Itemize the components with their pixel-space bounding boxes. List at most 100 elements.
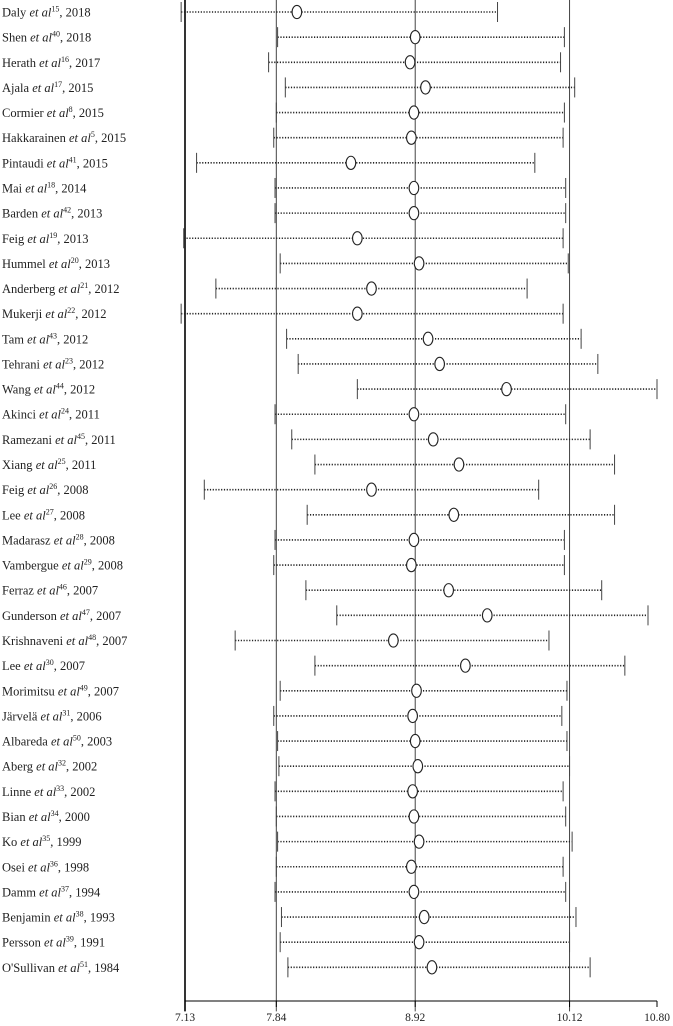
study-row: Vambergue et al29, 2008 [2,555,565,576]
study-row: Tam et al43, 2012 [2,328,582,349]
mean-marker [413,834,425,849]
study-label: Madarasz et al28, 2008 [2,532,115,547]
mean-marker [387,633,399,648]
x-axis: 7.13 7.84 8.92 10.12 10.80 [175,1000,670,1024]
study-row: Benjamin et al38, 1993 [2,907,577,928]
mean-marker [412,759,424,774]
study-label: Cormier et al8, 2015 [2,105,104,120]
study-row: Lee et al27, 2008 [2,504,616,525]
mean-marker [443,583,455,598]
mean-marker [345,155,357,170]
study-label: Järvelä et al31, 2006 [2,708,102,723]
mean-marker [409,733,421,749]
study-label: Daly et al15, 2018 [2,5,91,20]
study-label: Vambergue et al29, 2008 [2,558,123,573]
study-row: Shen et al40, 2018 [2,27,565,48]
study-row: Bian et al34, 2000 [2,806,567,827]
mean-marker [407,708,418,724]
study-row: Albareda et al50, 2003 [2,731,568,752]
study-label: Ko et al35, 1999 [2,834,82,849]
study-label: Pintaudi et al41, 2015 [2,155,108,170]
study-row: Osei et al36, 1998 [2,856,564,877]
mean-marker [406,557,417,573]
study-label: Lee et al30, 2007 [2,658,85,673]
study-row: Lee et al30, 2007 [2,655,626,676]
study-label: Bian et al34, 2000 [2,809,90,824]
mean-marker [409,29,421,45]
study-row: Pintaudi et al41, 2015 [2,152,536,173]
study-row: Persson et al39, 1991 [2,932,571,953]
mean-marker [404,55,416,70]
study-label: Morimitsu et al49, 2007 [2,683,119,698]
study-row: Barden et al42, 2013 [2,203,567,224]
mean-marker [413,256,425,271]
study-rows: Daly et al15, 2018 Shen et al40, 2018 Hera… [2,2,658,978]
study-label: Herath et al16, 2017 [2,55,100,70]
study-row: Hummel et al20, 2013 [2,253,569,274]
mean-marker [408,532,420,548]
study-label: Anderberg et al21, 2012 [2,281,119,296]
study-row: Wang et al44, 2012 [2,379,658,400]
study-row: Cormier et al8, 2015 [2,102,565,123]
mean-marker [413,935,425,950]
mean-marker [351,231,363,246]
study-row: O'Sullivan et al51, 1984 [2,957,591,978]
mean-marker [448,507,460,522]
study-row: Ramezani et al45, 2011 [2,429,591,450]
study-row: Mai et al18, 2014 [2,177,567,198]
study-row: Daly et al15, 2018 [2,2,499,22]
mean-marker [420,80,431,95]
study-row: Linne et al33, 2002 [2,781,564,802]
x-tick-label: 10.12 [557,1012,583,1024]
study-label: Persson et al39, 1991 [2,935,105,950]
study-label: Aberg et al32, 2002 [2,759,97,774]
study-row: Damm et al37, 1994 [2,881,567,902]
study-label: O'Sullivan et al51, 1984 [2,960,120,975]
mean-marker [460,658,471,673]
study-label: Tam et al43, 2012 [2,331,88,346]
x-tick-label: 8.92 [405,1012,425,1024]
mean-marker [406,130,417,145]
study-label: Gunderson et al47, 2007 [2,608,121,623]
study-label: Ajala et al17, 2015 [2,80,93,95]
study-label: Mukerji et al22, 2012 [2,306,107,321]
study-row: Tehrani et al23, 2012 [2,353,599,374]
study-label: Damm et al37, 1994 [2,884,101,899]
study-row: Ajala et al17, 2015 [2,77,576,98]
mean-marker [408,180,420,196]
study-label: Ramezani et al45, 2011 [2,432,116,447]
study-label: Barden et al42, 2013 [2,206,102,221]
study-label: Feig et al26, 2008 [2,482,88,497]
mean-marker [351,306,363,321]
study-row: Madarasz et al28, 2008 [2,529,565,550]
mean-marker [291,4,303,20]
mean-marker [366,482,377,497]
mean-marker [408,884,420,900]
study-row: Ferraz et al46, 2007 [2,580,603,601]
study-label: Akinci et al24, 2011 [2,407,100,422]
mean-marker [426,960,438,975]
study-label: Wang et al44, 2012 [2,382,95,397]
mean-marker [408,407,420,422]
mean-marker [434,356,445,372]
study-label: Mai et al18, 2014 [2,180,87,195]
mean-marker [408,809,420,824]
mean-marker [408,205,420,221]
study-label: Ferraz et al46, 2007 [2,583,98,598]
mean-marker [411,683,422,698]
study-label: Hakkarainen et al5, 2015 [2,130,126,145]
study-label: Hummel et al20, 2013 [2,256,110,271]
study-label: Krishnaveni et al48, 2007 [2,633,127,648]
mean-marker [481,608,493,623]
study-label: Albareda et al50, 2003 [2,734,112,749]
study-row: Järvelä et al31, 2006 [2,705,563,726]
mean-marker [501,381,512,397]
study-row: Herath et al16, 2017 [2,52,562,73]
study-label: Tehrani et al23, 2012 [2,356,104,371]
study-row: Feig et al26, 2008 [2,479,540,500]
mean-marker [453,457,465,472]
x-tick-label: 7.13 [175,1012,195,1024]
x-tick-label: 7.84 [266,1012,286,1024]
mean-marker [406,859,417,874]
mean-marker [422,331,434,346]
